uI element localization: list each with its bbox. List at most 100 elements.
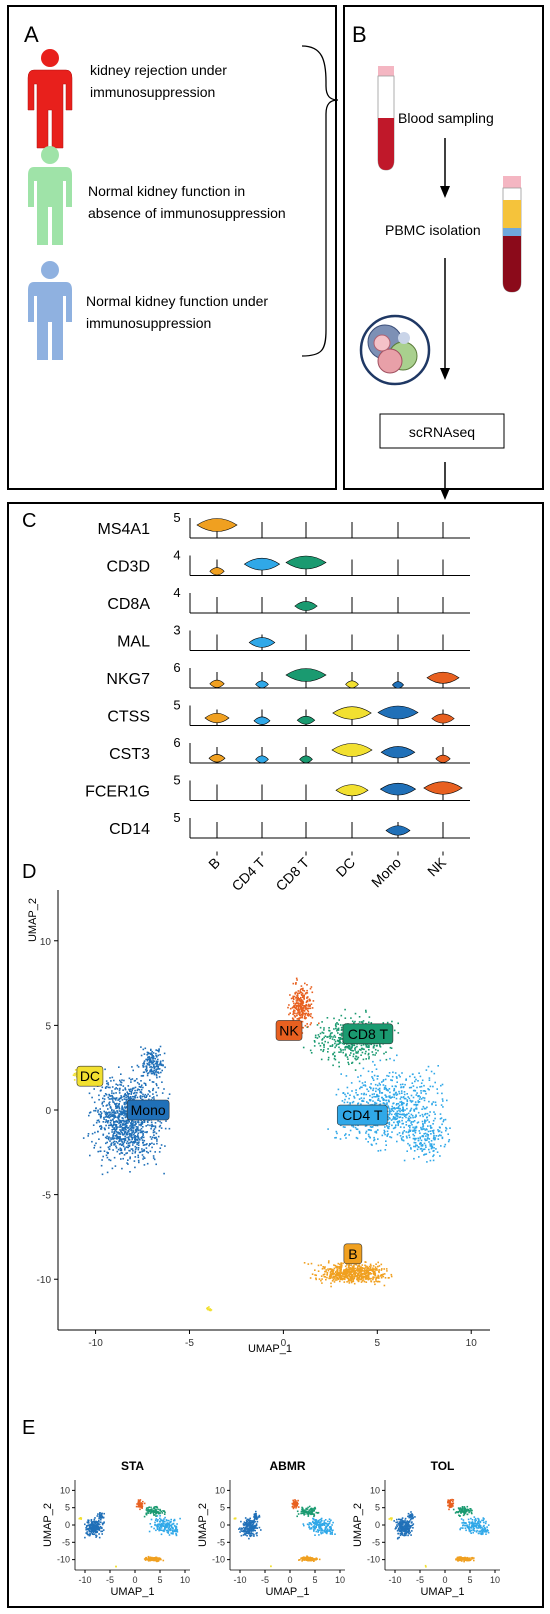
violin-shape <box>296 715 316 725</box>
umap-small-xtick: -5 <box>261 1575 269 1585</box>
panel-a-frame <box>7 5 337 490</box>
group-2-line-2: absence of immunosuppression <box>88 205 286 221</box>
umap-small-ytick: 0 <box>65 1520 70 1530</box>
umap-small-title: STA <box>121 1459 144 1473</box>
violin-shape <box>285 555 327 570</box>
umap-small-ylabel: UMAP_2 <box>352 1503 364 1547</box>
umap-small-ytick: 0 <box>220 1520 225 1530</box>
umap-small-ytick: 10 <box>60 1485 70 1495</box>
umap-small-ytick: -10 <box>212 1555 225 1565</box>
umap-main-xtick: 0 <box>281 1338 287 1349</box>
violin-shape <box>255 680 269 689</box>
svg-text:DC: DC <box>80 1068 100 1084</box>
umap-small-xtick: 0 <box>132 1575 137 1585</box>
umap-small-ytick: -10 <box>367 1555 380 1565</box>
violin-shape <box>426 671 460 684</box>
umap-small-xtick: 10 <box>335 1575 345 1585</box>
curly-brace-icon <box>301 45 339 357</box>
group-3-line-1: Normal kidney function under <box>86 293 268 309</box>
violin-shape <box>423 781 463 795</box>
separated-tube-icon <box>502 176 522 293</box>
umap-small-xtick: 5 <box>467 1575 472 1585</box>
group-1-line-1: kidney rejection under <box>90 62 227 78</box>
violin-shape <box>243 557 281 571</box>
umap-small-xtick: 5 <box>312 1575 317 1585</box>
gene-label: NKG7 <box>106 671 150 688</box>
gene-max-value: 6 <box>173 735 180 750</box>
gene-max-value: 5 <box>173 810 180 825</box>
violin-shape <box>331 743 373 757</box>
umap-main-xtick: -5 <box>185 1338 194 1349</box>
violin-shape <box>380 746 416 759</box>
umap-small-xtick: -5 <box>106 1575 114 1585</box>
umap-small-xlabel: UMAP_1 <box>420 1586 464 1598</box>
umap-small-panel: STA -10 -5 0 5 10 10 5 0 -5 -10 UMAP_1 UMAP_2 <box>42 1459 190 1598</box>
umap-small-xtick: 10 <box>490 1575 500 1585</box>
person-icon <box>28 146 72 245</box>
umap-small-ytick: -10 <box>57 1555 70 1565</box>
umap-small-xtick: 0 <box>442 1575 447 1585</box>
umap-small-ytick: 10 <box>370 1485 380 1495</box>
umap-small-xtick: 10 <box>180 1575 190 1585</box>
cell-type-label: CD4 T <box>228 854 268 894</box>
violin-shape <box>204 712 230 724</box>
umap-small-title: ABMR <box>270 1459 306 1473</box>
violin-shape <box>335 784 369 797</box>
panel-letter-c: C <box>22 510 36 532</box>
violin-shape <box>248 637 276 648</box>
svg-text:CD8 T: CD8 T <box>348 1026 389 1042</box>
panel-letter-e: E <box>22 1417 35 1439</box>
umap-small-ytick: 5 <box>375 1503 380 1513</box>
cell-type-label: CD8 T <box>272 854 312 894</box>
cell-type-label: DC <box>332 854 358 880</box>
gene-label: FCER1G <box>85 784 150 801</box>
step-scrnaseq: scRNAseq <box>409 424 475 440</box>
gene-label: CST3 <box>109 746 150 763</box>
gene-max-value: 4 <box>173 585 180 600</box>
panel-letter-d: D <box>22 861 36 883</box>
violin-shape <box>285 668 327 682</box>
umap-small-panel: TOL -10 -5 0 5 10 10 5 0 -5 -10 UMAP_1 UMAP_2 <box>352 1459 500 1598</box>
umap-main-ytick: 0 <box>45 1106 51 1117</box>
cluster-label: B <box>343 1243 363 1265</box>
umap-small-xtick: -5 <box>416 1575 424 1585</box>
umap-small-xtick: -10 <box>388 1575 401 1585</box>
gene-max-value: 5 <box>173 773 180 788</box>
group-2-line-1: Normal kidney function in <box>88 183 245 199</box>
cluster-label: CD8 T <box>342 1023 394 1045</box>
svg-text:CD4 T: CD4 T <box>342 1107 383 1123</box>
violin-shape <box>208 754 226 763</box>
arrow-down-icon <box>440 138 450 198</box>
gene-max-value: 6 <box>173 660 180 675</box>
umap-small-xtick: -10 <box>233 1575 246 1585</box>
violin-shape <box>379 782 417 796</box>
umap-small-ytick: -5 <box>62 1537 70 1547</box>
violin-shape <box>345 680 359 689</box>
umap-small-ylabel: UMAP_2 <box>42 1503 54 1547</box>
gene-max-value: 3 <box>173 623 180 638</box>
violin-shape <box>392 681 404 689</box>
violin-shape <box>209 567 225 576</box>
panel-letter-b: B <box>352 22 367 47</box>
arrow-down-icon <box>440 462 450 500</box>
gene-label: CD8A <box>107 596 150 613</box>
umap-main-plot: -10 -5 0 5 10 10 5 0 -5 -10 NK CD8 T DC Mono CD4 T B <box>37 890 490 1349</box>
violin-plot: MS4A1 5 CD3D 4 CD8A 4 MAL 3 NKG7 6 CTSS 5 CST3 6 FCER1… <box>85 510 470 894</box>
arrow-down-icon <box>440 258 450 380</box>
gene-label: CTSS <box>107 709 150 726</box>
umap-small-xlabel: UMAP_1 <box>110 1586 154 1598</box>
umap-small-multiples: STA -10 -5 0 5 10 10 5 0 -5 -10 UMAP_1 UMAP_2 ABMR -10… <box>42 1459 500 1598</box>
umap-small-ytick: 5 <box>220 1503 225 1513</box>
violin-shape <box>332 706 372 720</box>
panel-letter-a: A <box>24 22 39 47</box>
violin-shape <box>299 755 313 764</box>
blood-tubes <box>377 66 522 293</box>
gene-label: MS4A1 <box>98 521 151 538</box>
scrnaseq-box <box>379 413 505 449</box>
umap-main-xtick: -10 <box>88 1338 103 1349</box>
violin-shape <box>377 705 419 720</box>
violin-shape <box>385 825 411 836</box>
panel-cde-frame <box>7 502 544 1608</box>
step-blood-sampling: Blood sampling <box>398 110 494 126</box>
